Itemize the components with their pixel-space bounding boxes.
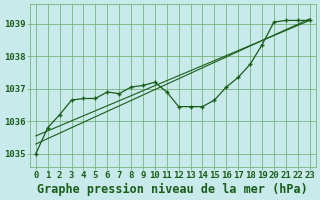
X-axis label: Graphe pression niveau de la mer (hPa): Graphe pression niveau de la mer (hPa)	[37, 183, 308, 196]
